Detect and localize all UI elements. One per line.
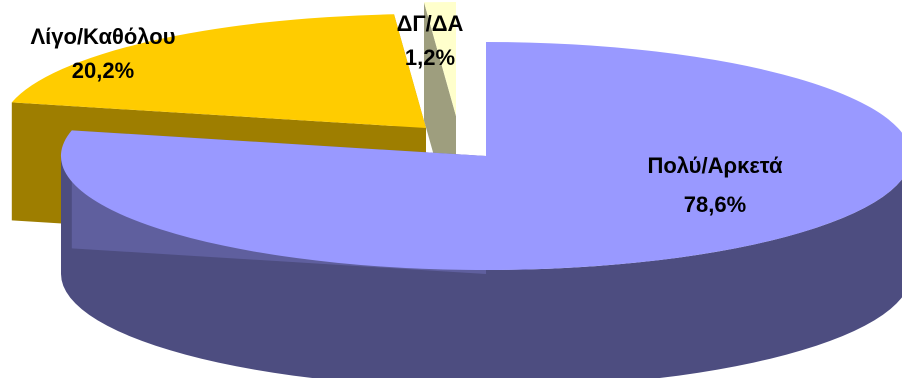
slice-0-top: [60, 42, 902, 270]
slice-label-poly-arketa: Πολύ/Αρκετά: [647, 153, 783, 178]
slice-value-poly-arketa: 78,6%: [684, 192, 746, 217]
pie-slices: [11, 1, 902, 378]
slice-label-dg-da: ΔΓ/ΔΑ: [397, 11, 464, 36]
slice-value-dg-da: 1,2%: [405, 45, 455, 70]
slice-label-ligo-katholou: Λίγο/Καθόλου: [30, 24, 175, 49]
slice-value-ligo-katholou: 20,2%: [72, 58, 134, 83]
slice-0-side: [61, 156, 902, 378]
slice-1-top: [11, 14, 427, 128]
slice-2-top: [424, 1, 456, 116]
